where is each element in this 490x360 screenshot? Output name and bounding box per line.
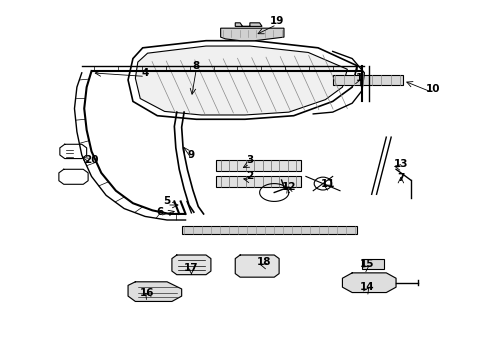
Text: 18: 18 <box>257 257 272 267</box>
Text: 4: 4 <box>142 68 149 78</box>
Text: 3: 3 <box>246 156 253 165</box>
Text: 19: 19 <box>270 16 284 26</box>
Text: 13: 13 <box>393 159 408 169</box>
Text: 5: 5 <box>164 197 171 206</box>
Polygon shape <box>128 282 182 301</box>
Polygon shape <box>220 28 284 41</box>
Text: 11: 11 <box>320 179 335 189</box>
Text: 2: 2 <box>246 171 253 181</box>
Text: 14: 14 <box>360 282 374 292</box>
Polygon shape <box>135 46 347 115</box>
FancyBboxPatch shape <box>362 258 384 269</box>
Text: 7: 7 <box>397 173 405 183</box>
Text: 8: 8 <box>193 61 200 71</box>
FancyBboxPatch shape <box>216 160 301 171</box>
Polygon shape <box>182 226 357 234</box>
Polygon shape <box>235 255 279 277</box>
Text: 1: 1 <box>356 73 363 83</box>
Polygon shape <box>235 23 262 26</box>
Text: 9: 9 <box>188 150 195 160</box>
Polygon shape <box>172 255 211 275</box>
FancyBboxPatch shape <box>333 75 403 85</box>
Text: 12: 12 <box>282 182 296 192</box>
Text: 20: 20 <box>84 156 99 165</box>
Text: 10: 10 <box>425 84 440 94</box>
Polygon shape <box>343 273 396 293</box>
Text: 6: 6 <box>156 207 163 217</box>
FancyBboxPatch shape <box>216 176 301 187</box>
Text: 16: 16 <box>140 288 155 297</box>
Text: 17: 17 <box>184 262 199 273</box>
Text: 15: 15 <box>360 259 374 269</box>
